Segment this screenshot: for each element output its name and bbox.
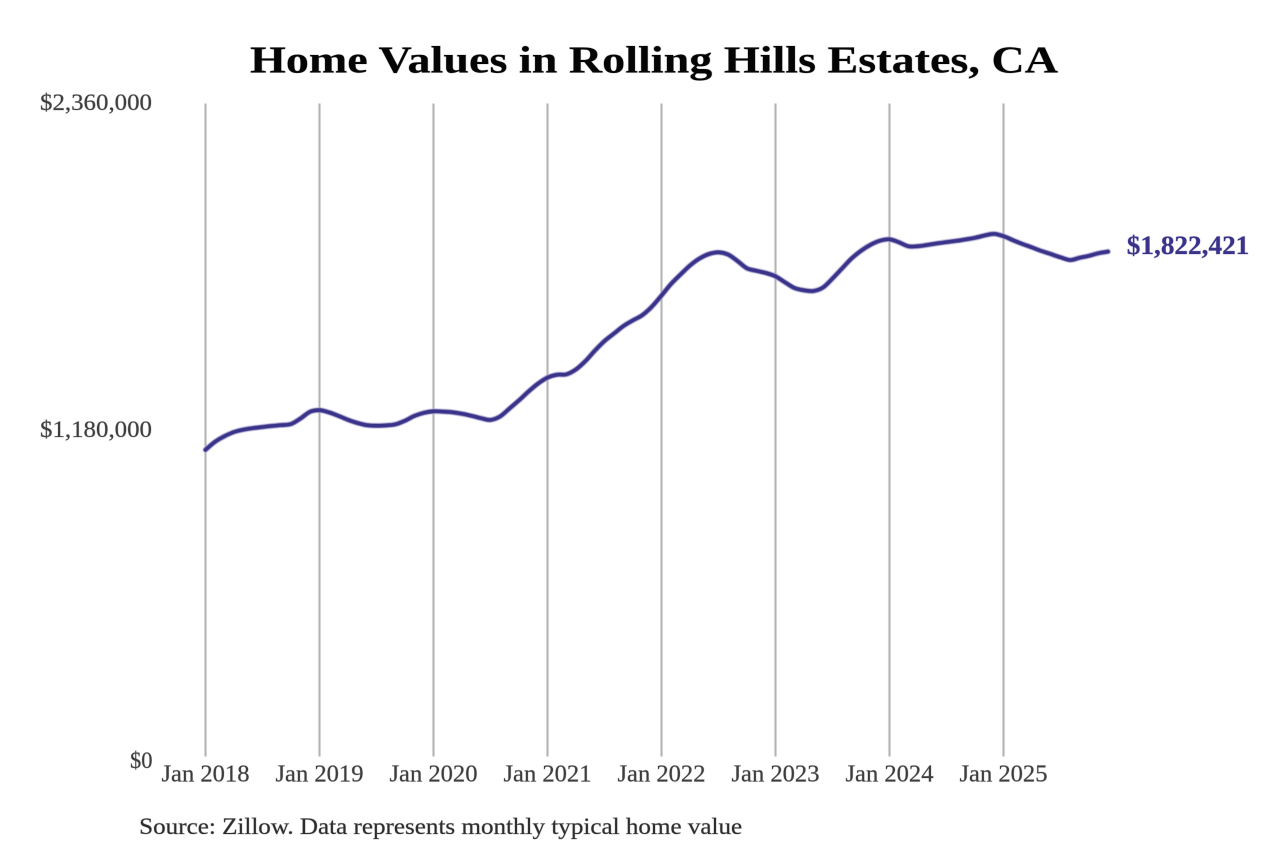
svg-text:Jan 2022: Jan 2022: [618, 760, 706, 787]
svg-text:$2,360,000: $2,360,000: [40, 90, 152, 115]
svg-text:Home Values in Rolling Hills E: Home Values in Rolling Hills Estates, CA: [250, 40, 1059, 82]
svg-text:$1,822,421: $1,822,421: [1127, 231, 1250, 260]
svg-text:Jan 2020: Jan 2020: [390, 760, 478, 787]
svg-text:Jan 2018: Jan 2018: [162, 760, 250, 787]
svg-text:$0: $0: [130, 748, 153, 773]
svg-text:$1,180,000: $1,180,000: [40, 417, 152, 442]
svg-text:Jan 2019: Jan 2019: [276, 760, 364, 787]
svg-text:Jan 2025: Jan 2025: [960, 760, 1048, 787]
svg-text:Jan 2021: Jan 2021: [504, 760, 592, 787]
svg-text:Source: Zillow. Data represent: Source: Zillow. Data represents monthly …: [139, 814, 742, 839]
svg-text:Jan 2024: Jan 2024: [846, 760, 934, 787]
svg-text:Jan 2023: Jan 2023: [732, 760, 820, 787]
